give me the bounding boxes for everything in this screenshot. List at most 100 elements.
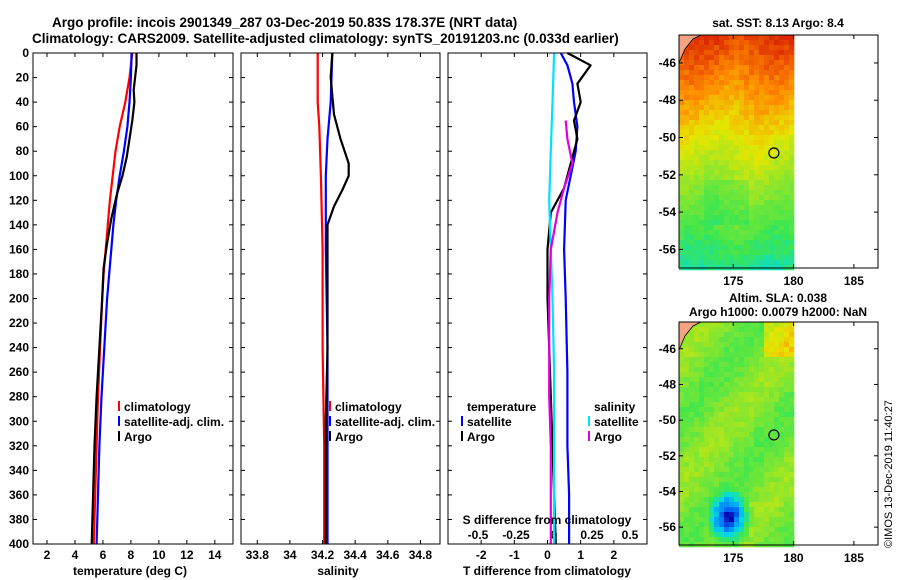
map-cell [719,185,725,191]
map-cell [774,205,780,211]
map-cell [759,357,765,363]
map-cell [719,40,725,46]
map-cell [699,452,705,458]
map-cell [699,190,705,196]
legend-label-argo: Argo [335,430,363,444]
map-cell [709,522,715,528]
map-cell [724,472,730,478]
map-cell [679,347,685,353]
map-cell [779,85,785,91]
map-cell [779,225,785,231]
y-tick-label: 60 [16,120,30,134]
map-cell [699,80,705,86]
map-cell [699,240,705,246]
map-cell [739,332,745,338]
map-cell [714,175,720,181]
map-cell [684,155,690,161]
map-cell [759,502,765,508]
map-cell [714,382,720,388]
map-cell [694,452,700,458]
map-cell [764,110,770,116]
map-cell [744,477,750,483]
map-cell [749,532,755,538]
map-cell [749,417,755,423]
map-cell [779,45,785,51]
map-cell [784,165,790,171]
map-cell [784,462,790,468]
y-tick-label: 280 [9,390,29,404]
map-cell [709,205,715,211]
map-cell [769,90,775,96]
map-cell [709,165,715,171]
map-cell [694,160,700,166]
map-cell [774,65,780,71]
map-cell [744,372,750,378]
map-cell [734,462,740,468]
map-cell [699,205,705,211]
map-cell [724,467,730,473]
salinity-axes-box [240,52,441,545]
map-cell [719,447,725,453]
map-cell [774,442,780,448]
map-cell [754,160,760,166]
map-cell [719,240,725,246]
map-cell [754,55,760,61]
map-cell [679,160,685,166]
map-cell [699,40,705,46]
map-cell [749,50,755,56]
map-cell [719,115,725,121]
x-tick-label: 34.4 [344,548,368,562]
map-cell [709,517,715,523]
map-cell [734,387,740,393]
map-cell [694,377,700,383]
map-cell [719,467,725,473]
x-top-tick-label: 0.5 [622,528,639,542]
map-cell [744,80,750,86]
map-cell [689,180,695,186]
map-cell [779,55,785,61]
map-cell [679,437,685,443]
map-cell [704,457,710,463]
map-cell [734,327,740,333]
map-cell [754,210,760,216]
map-cell [684,170,690,176]
map-cell [759,417,765,423]
map-cell [774,467,780,473]
map-cell [759,507,765,513]
map-cell [769,60,775,66]
map-cell [759,100,765,106]
map-cell [789,75,795,81]
map-cell [684,382,690,388]
map-cell [689,492,695,498]
map-cell [769,442,775,448]
map-cell [749,145,755,151]
map-cell [739,472,745,478]
map-cell [784,80,790,86]
map-cell [689,90,695,96]
map-cell [724,537,730,543]
map-cell [699,200,705,206]
map-cell [764,502,770,508]
map-cell [714,35,720,41]
map-cell [729,407,735,413]
map-cell [774,522,780,528]
map-cell [719,332,725,338]
map-cell [749,120,755,126]
map-cell [774,497,780,503]
map-cell [684,452,690,458]
map-cell [709,210,715,216]
map-cell [764,352,770,358]
map-cell [754,382,760,388]
map-cell [769,135,775,141]
map-cell [749,362,755,368]
map-cell [739,85,745,91]
map-cell [784,170,790,176]
map-cell [749,40,755,46]
map-cell [754,327,760,333]
map-cell [699,70,705,76]
map-cell [734,225,740,231]
map-cell [694,245,700,251]
map-cell [699,327,705,333]
map-cell [734,517,740,523]
map-cell [754,60,760,66]
